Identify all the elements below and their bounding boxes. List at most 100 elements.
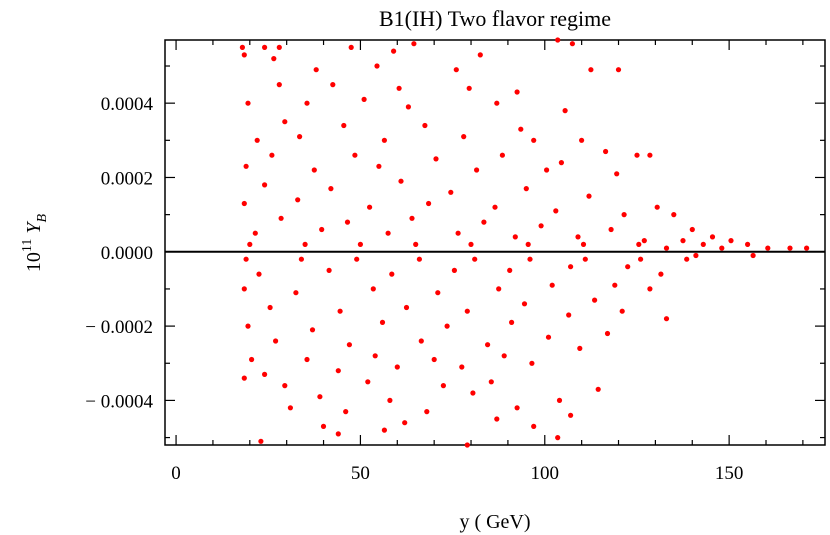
- data-point-158: [440, 383, 446, 389]
- data-point-147: [372, 353, 378, 359]
- data-point-79: [804, 245, 810, 251]
- data-point-19: [466, 85, 472, 91]
- data-point-53: [709, 234, 716, 240]
- data-point-102: [472, 256, 478, 262]
- data-point-62: [241, 200, 247, 207]
- data-point-141: [485, 342, 491, 348]
- data-point-106: [693, 252, 699, 259]
- x-tick-label-3: 150: [715, 463, 744, 484]
- data-point-72: [481, 219, 487, 225]
- data-point-32: [254, 137, 260, 143]
- data-point-25: [494, 100, 500, 106]
- x-tick-label-0: 0: [171, 463, 181, 484]
- data-point-157: [365, 379, 371, 385]
- x-tick-label-2: 100: [531, 463, 560, 484]
- data-point-14: [391, 48, 397, 54]
- data-point-86: [641, 238, 647, 244]
- data-point-6: [411, 41, 417, 47]
- data-point-178: [381, 427, 387, 433]
- data-point-146: [304, 356, 310, 363]
- data-point-52: [689, 226, 695, 233]
- data-point-99: [298, 256, 304, 262]
- data-point-67: [553, 208, 559, 214]
- data-point-172: [494, 416, 500, 422]
- data-point-50: [647, 152, 653, 158]
- data-point-59: [523, 186, 529, 192]
- data-point-142: [545, 334, 552, 340]
- data-point-148: [431, 356, 437, 363]
- data-point-69: [278, 215, 284, 221]
- data-point-22: [304, 100, 310, 106]
- data-point-166: [287, 405, 293, 411]
- data-point-70: [344, 219, 351, 225]
- data-point-132: [309, 327, 316, 333]
- data-point-154: [459, 364, 465, 370]
- data-point-24: [405, 104, 411, 110]
- data-point-5: [348, 44, 354, 51]
- data-point-137: [619, 308, 625, 314]
- data-point-128: [521, 301, 528, 307]
- data-point-124: [267, 304, 273, 311]
- data-point-153: [394, 364, 400, 370]
- data-point-18: [396, 85, 402, 91]
- data-point-77: [765, 245, 771, 251]
- data-point-60: [586, 193, 592, 199]
- data-point-108: [256, 271, 262, 277]
- data-point-88: [247, 241, 253, 247]
- data-point-37: [603, 148, 609, 155]
- data-point-9: [313, 67, 319, 73]
- data-point-170: [320, 423, 327, 429]
- data-point-58: [448, 189, 454, 195]
- y-tick-label-0: − 0.0004: [85, 391, 153, 412]
- data-point-134: [444, 323, 450, 329]
- data-point-82: [385, 230, 391, 236]
- data-point-49: [614, 171, 620, 177]
- data-point-168: [424, 409, 430, 415]
- data-point-136: [566, 312, 572, 318]
- data-point-140: [418, 338, 424, 344]
- data-point-149: [501, 353, 507, 359]
- data-point-177: [335, 431, 341, 437]
- data-point-121: [549, 282, 555, 288]
- data-point-33: [297, 134, 303, 140]
- data-point-13: [615, 67, 622, 73]
- data-point-89: [302, 241, 308, 247]
- data-point-130: [647, 286, 653, 292]
- data-point-94: [580, 241, 587, 247]
- data-point-151: [262, 371, 268, 377]
- data-point-63: [295, 197, 301, 203]
- data-point-4: [271, 56, 277, 62]
- data-point-133: [379, 319, 386, 325]
- data-point-45: [311, 167, 317, 173]
- data-point-78: [787, 245, 793, 251]
- data-point-152: [335, 368, 341, 374]
- data-point-54: [728, 238, 734, 244]
- data-point-76: [745, 241, 751, 247]
- x-tick-label-1: 50: [351, 463, 370, 484]
- data-point-173: [568, 412, 574, 418]
- data-point-83: [455, 230, 461, 236]
- data-point-119: [435, 290, 441, 296]
- data-point-97: [719, 245, 725, 251]
- data-point-143: [604, 330, 611, 337]
- y-tick-label-2: 0.0000: [101, 243, 153, 264]
- data-point-7: [555, 37, 561, 43]
- data-point-42: [499, 152, 505, 158]
- data-point-1: [241, 52, 247, 58]
- data-point-47: [474, 167, 480, 173]
- data-point-74: [608, 226, 614, 233]
- data-point-104: [582, 256, 588, 262]
- data-point-80: [252, 230, 258, 236]
- y-axis-label: 1011 YB: [20, 213, 50, 272]
- data-point-2: [262, 44, 268, 51]
- data-point-65: [426, 200, 432, 207]
- data-point-66: [492, 204, 498, 210]
- data-point-55: [262, 182, 268, 188]
- data-point-156: [282, 383, 288, 389]
- data-point-95: [636, 241, 642, 247]
- data-point-164: [470, 390, 476, 396]
- data-point-31: [579, 137, 585, 143]
- data-point-118: [370, 286, 376, 292]
- data-point-123: [658, 271, 664, 277]
